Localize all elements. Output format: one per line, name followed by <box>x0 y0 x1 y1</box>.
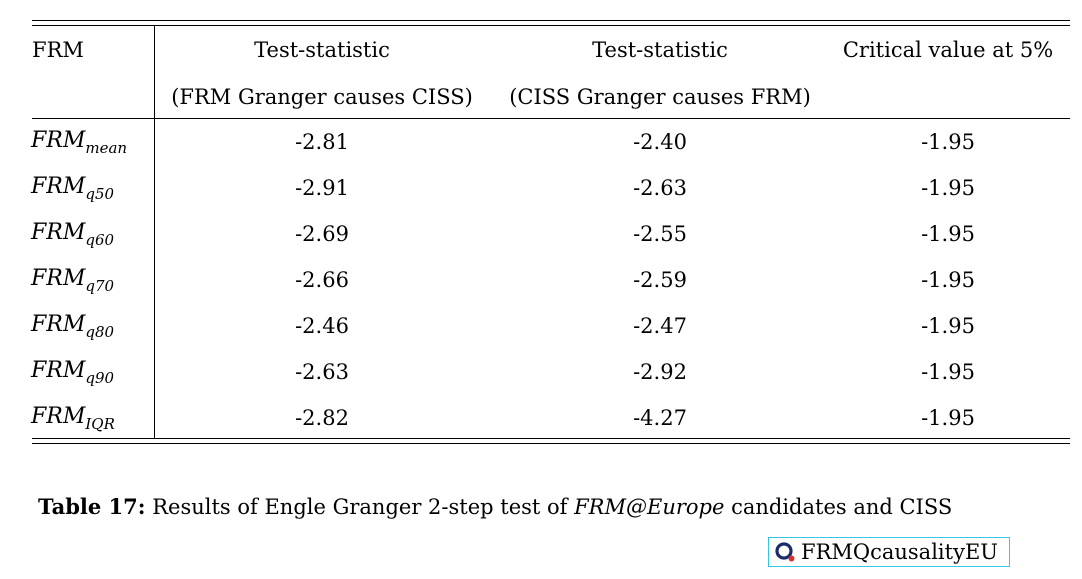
row-label-main: FRM <box>31 128 86 153</box>
quantlet-label: FRMQcausalityEU <box>801 540 998 564</box>
caption-text-after: candidates and CISS <box>724 495 953 519</box>
cell-v2: -2.40 <box>633 130 687 154</box>
row-label-subscript: q80 <box>85 323 115 341</box>
table-bottom-rule-1 <box>32 438 1070 439</box>
row-label-main: FRM <box>31 266 86 291</box>
row-label: FRMq60 <box>31 220 114 249</box>
quantlet-logo-icon <box>775 542 795 562</box>
cell-v1: -2.66 <box>295 268 349 292</box>
header-critical-value: Critical value at 5% <box>842 38 1054 62</box>
header-frm: FRM <box>32 38 84 62</box>
quantlet-link[interactable]: FRMQcausalityEU <box>768 537 1010 567</box>
table-header-rule <box>32 118 1070 119</box>
cell-v3: -1.95 <box>921 406 975 430</box>
row-label-subscript: IQR <box>85 415 115 433</box>
header-test-stat-2-desc: (CISS Granger causes FRM) <box>509 85 811 109</box>
row-label-subscript: q70 <box>85 277 115 295</box>
caption-text-before: Results of Engle Granger 2-step test of <box>152 495 575 519</box>
cell-v2: -2.92 <box>633 360 687 384</box>
caption-italic: FRM@Europe <box>574 495 725 519</box>
cell-v1: -2.63 <box>295 360 349 384</box>
cell-v1: -2.69 <box>295 222 349 246</box>
row-label-subscript: q90 <box>85 369 115 387</box>
cell-v2: -2.59 <box>633 268 687 292</box>
row-label-subscript: mean <box>85 139 128 157</box>
table-top-rule-1 <box>32 20 1070 21</box>
caption-label: Table 17: <box>38 494 146 519</box>
cell-v2: -2.63 <box>633 176 687 200</box>
row-label: FRMq50 <box>31 174 114 203</box>
cell-v1: -2.82 <box>295 406 349 430</box>
row-label: FRMq70 <box>31 266 114 295</box>
row-label-main: FRM <box>31 174 86 199</box>
cell-v2: -2.55 <box>633 222 687 246</box>
cell-v1: -2.81 <box>295 130 349 154</box>
table-column-divider <box>154 26 155 439</box>
row-label: FRMq90 <box>31 358 114 387</box>
row-label-main: FRM <box>31 358 86 383</box>
row-label-main: FRM <box>31 404 86 429</box>
table-top-rule-2 <box>32 25 1070 26</box>
cell-v3: -1.95 <box>921 176 975 200</box>
cell-v3: -1.95 <box>921 360 975 384</box>
header-test-stat-2: Test-statistic <box>592 38 728 62</box>
row-label-main: FRM <box>31 312 86 337</box>
row-label-subscript: q50 <box>85 185 115 203</box>
cell-v2: -4.27 <box>633 406 687 430</box>
cell-v1: -2.91 <box>295 176 349 200</box>
row-label-subscript: q60 <box>85 231 115 249</box>
cell-v3: -1.95 <box>921 268 975 292</box>
row-label: FRMmean <box>31 128 127 157</box>
cell-v1: -2.46 <box>295 314 349 338</box>
header-test-stat-1-desc: (FRM Granger causes CISS) <box>171 85 473 109</box>
cell-v3: -1.95 <box>921 130 975 154</box>
row-label-main: FRM <box>31 220 86 245</box>
header-test-stat-1: Test-statistic <box>254 38 390 62</box>
table-bottom-rule-2 <box>32 443 1070 444</box>
cell-v3: -1.95 <box>921 314 975 338</box>
row-label: FRMq80 <box>31 312 114 341</box>
row-label: FRMIQR <box>31 404 115 433</box>
table-caption: Table 17: Results of Engle Granger 2-ste… <box>38 494 952 519</box>
cell-v2: -2.47 <box>633 314 687 338</box>
cell-v3: -1.95 <box>921 222 975 246</box>
